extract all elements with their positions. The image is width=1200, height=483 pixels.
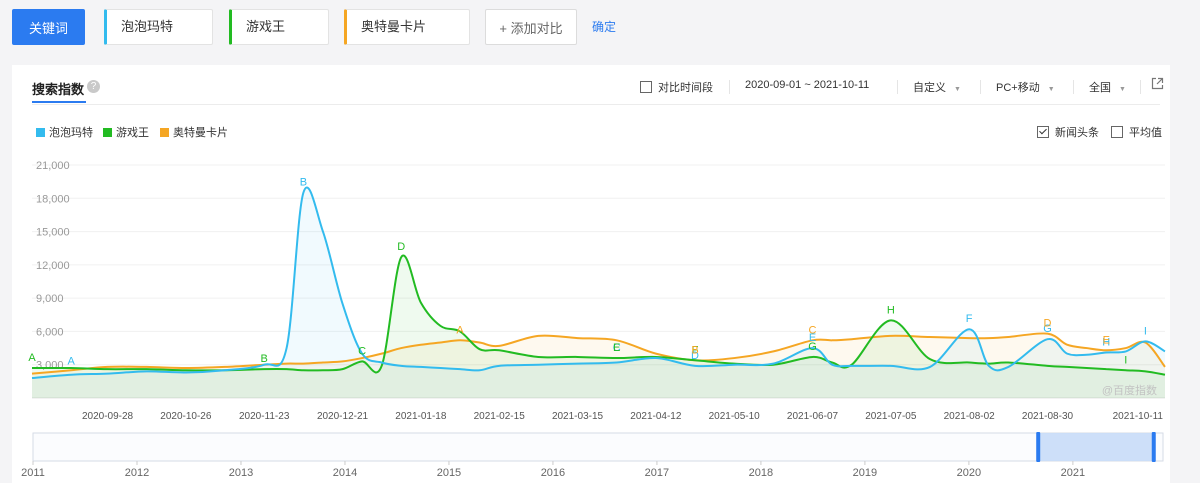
- tab-search-index[interactable]: 搜索指数: [32, 82, 85, 97]
- search-index-panel: 搜索指数 ? 对比时间段 2020-09-01 ~ 2021-10-11 自定义…: [12, 65, 1170, 483]
- average-label: 平均值: [1129, 127, 1162, 139]
- separator: [1140, 80, 1141, 94]
- date-range-text: 2020-09-01 ~ 2021-10-11: [745, 79, 870, 91]
- caret-down-icon: ▼: [1119, 86, 1126, 93]
- legend-item-1[interactable]: 泡泡玛特: [36, 124, 93, 140]
- export-icon[interactable]: [1151, 77, 1164, 93]
- help-icon[interactable]: ?: [87, 80, 100, 93]
- divider: [32, 104, 1160, 105]
- compare-period-toggle[interactable]: 对比时间段: [640, 79, 713, 95]
- keyword-bar: 关键词 泡泡玛特 游戏王 奥特曼卡片 + 添加对比 确定: [12, 9, 1192, 45]
- keyword-button[interactable]: 关键词: [12, 9, 85, 45]
- caret-down-icon: ▼: [1047, 86, 1055, 93]
- legend-swatch: [36, 128, 45, 137]
- separator: [1073, 80, 1074, 94]
- device-label: PC+移动: [996, 82, 1040, 94]
- legend-swatch: [160, 128, 169, 137]
- add-compare-button[interactable]: + 添加对比: [485, 9, 577, 45]
- keyword-input-3[interactable]: 奥特曼卡片: [344, 9, 470, 45]
- date-range-picker[interactable]: 2020-09-01 ~ 2021-10-11: [745, 79, 869, 91]
- legend-item-2[interactable]: 游戏王: [103, 124, 149, 140]
- separator: [729, 80, 730, 94]
- keyword-input-2[interactable]: 游戏王: [229, 9, 329, 45]
- compare-period-label: 对比时间段: [658, 82, 713, 94]
- average-checkbox[interactable]: [1111, 126, 1123, 138]
- legend-label: 游戏王: [116, 127, 149, 139]
- legend-label: 奥特曼卡片: [173, 127, 228, 139]
- region-label: 全国: [1089, 82, 1111, 94]
- device-dropdown[interactable]: PC+移动 ▼: [996, 79, 1055, 95]
- custom-label: 自定义: [913, 82, 946, 94]
- news-label: 新闻头条: [1055, 127, 1099, 139]
- separator: [897, 80, 898, 94]
- confirm-link[interactable]: 确定: [592, 20, 617, 34]
- news-toggle[interactable]: 新闻头条: [1037, 124, 1099, 140]
- caret-down-icon: ▼: [954, 86, 961, 93]
- compare-period-checkbox[interactable]: [640, 81, 652, 93]
- separator: [980, 80, 981, 94]
- legend-swatch: [103, 128, 112, 137]
- region-dropdown[interactable]: 全国 ▼: [1089, 79, 1126, 95]
- legend-item-3[interactable]: 奥特曼卡片: [160, 124, 228, 140]
- custom-dropdown[interactable]: 自定义 ▼: [913, 79, 961, 95]
- average-toggle[interactable]: 平均值: [1111, 124, 1162, 140]
- keyword-input-1[interactable]: 泡泡玛特: [104, 9, 213, 45]
- legend-label: 泡泡玛特: [49, 127, 93, 139]
- tab-underline: [32, 101, 86, 103]
- news-checkbox[interactable]: [1037, 126, 1049, 138]
